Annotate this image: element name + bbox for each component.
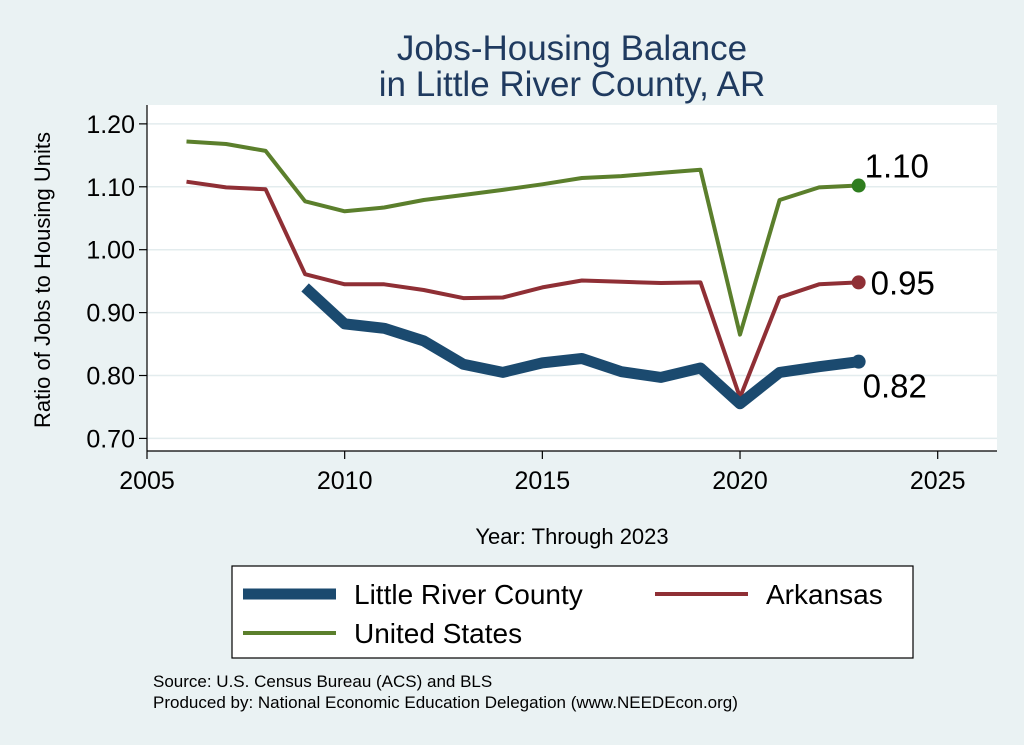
- series-line-arkansas: [186, 179, 859, 400]
- x-tick-label: 2010: [317, 467, 373, 495]
- legend-label-arkansas: Arkansas: [766, 579, 883, 610]
- y-tick-label: 1.20: [86, 111, 135, 139]
- x-axis-title: Year: Through 2023: [475, 524, 668, 549]
- chart-title-line-2: in Little River County, AR: [379, 65, 765, 104]
- legend-label-little-river-county: Little River County: [354, 579, 583, 610]
- series-line-little-river-county: [301, 283, 860, 410]
- y-tick-label: 0.70: [86, 425, 135, 453]
- end-point-united-states: [851, 178, 866, 193]
- y-tick-label: 1.00: [86, 237, 135, 265]
- y-axis-title: Ratio of Jobs to Housing Units: [30, 132, 55, 428]
- x-tick-label: 2015: [515, 467, 571, 495]
- produced-by-note: Produced by: National Economic Education…: [153, 693, 738, 712]
- x-axis: 2005 2010 2015 2020 2025: [119, 450, 997, 495]
- legend: Little River County Arkansas United Stat…: [231, 565, 914, 659]
- legend-label-united-states: United States: [354, 618, 522, 649]
- x-tick-label: 2005: [119, 467, 175, 495]
- y-tick-label: 0.80: [86, 363, 135, 391]
- source-note: Source: U.S. Census Bureau (ACS) and BLS: [153, 672, 492, 691]
- legend-box: [231, 565, 914, 659]
- end-value-label-arkansas: 0.95: [871, 264, 935, 301]
- x-tick-label: 2025: [910, 467, 966, 495]
- gridlines: [147, 123, 997, 440]
- end-value-label-little-river-county: 0.82: [863, 368, 927, 405]
- end-point-little-river-county: [851, 354, 866, 369]
- series-line-united-states: [186, 139, 859, 337]
- x-tick-label: 2020: [712, 467, 768, 495]
- y-axis: 0.70 0.80 0.90 1.00 1.10 1.20: [86, 105, 148, 453]
- end-point-arkansas: [851, 275, 866, 290]
- end-value-label-united-states: 1.10: [865, 148, 929, 185]
- y-tick-label: 1.10: [86, 174, 135, 202]
- end-labels: 0.82 0.95 1.10: [851, 148, 935, 405]
- y-tick-label: 0.90: [86, 300, 135, 328]
- chart-title-line-1: Jobs-Housing Balance: [397, 29, 747, 68]
- series-layer: [186, 139, 860, 410]
